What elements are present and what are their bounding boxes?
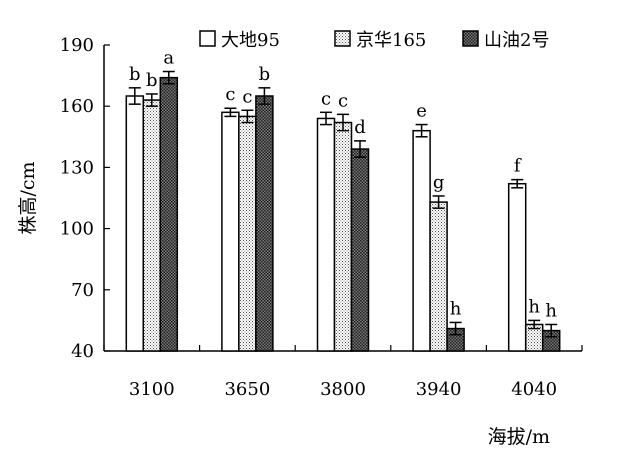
- y-tick-label: 100: [60, 219, 94, 240]
- legend-label: 京华165: [356, 30, 426, 51]
- legend-swatch: [334, 30, 351, 47]
- legend-label: 山油2号: [484, 30, 549, 51]
- significance-label: c: [242, 86, 252, 107]
- significance-label: c: [338, 90, 348, 111]
- x-tick-label: 3650: [224, 379, 270, 400]
- bar: [125, 95, 145, 352]
- y-axis-title: 株高/cm: [17, 161, 39, 234]
- legend-swatch: [199, 30, 216, 47]
- legend: 大地95 京华165 山油2号: [199, 30, 549, 51]
- significance-label: d: [354, 117, 366, 138]
- bar: [350, 148, 370, 352]
- significance-label: h: [528, 296, 540, 317]
- legend-swatch: [462, 30, 479, 47]
- bars: [125, 70, 561, 352]
- significance-label: c: [225, 84, 235, 105]
- y-tick-label: 160: [60, 96, 94, 117]
- significance-label: e: [416, 101, 427, 122]
- bar: [255, 95, 274, 352]
- bar: [316, 117, 336, 352]
- bar: [333, 121, 353, 352]
- x-tick-label: 3800: [320, 379, 366, 400]
- significance-label: h: [545, 300, 557, 321]
- significance-label: h: [450, 298, 462, 319]
- bar: [412, 129, 431, 352]
- bar: [142, 99, 162, 352]
- bar: [238, 115, 257, 352]
- significance-label: a: [163, 48, 174, 69]
- x-tick-label: 4040: [511, 379, 557, 400]
- bar: [507, 182, 527, 352]
- bar: [429, 201, 448, 352]
- x-tick-label: 3940: [416, 379, 462, 400]
- significance-label: g: [433, 172, 445, 193]
- significance-label: c: [321, 88, 331, 109]
- y-tick-label: 40: [71, 341, 94, 362]
- y-tick-label: 70: [71, 280, 94, 301]
- bar: [221, 111, 240, 352]
- x-tick-label: 3100: [129, 379, 175, 400]
- y-tick-label: 130: [60, 157, 94, 178]
- y-tick-label: 190: [60, 35, 94, 56]
- axes: 40 70 100 130 160 190 3100 3650 3800 3940 4040 海拔/m…: [17, 35, 583, 448]
- legend-label: 大地95: [221, 30, 280, 51]
- significance-label: b: [259, 64, 271, 85]
- significance-label: b: [129, 64, 141, 85]
- significance-label: f: [514, 156, 522, 177]
- significance-label: b: [146, 70, 158, 91]
- x-axis-title: 海拔/m: [488, 426, 550, 448]
- bar: [159, 76, 179, 352]
